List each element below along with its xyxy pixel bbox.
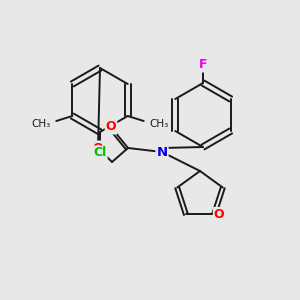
Text: O: O	[214, 208, 224, 221]
Text: F: F	[199, 58, 207, 71]
Text: CH₃: CH₃	[150, 119, 169, 129]
Text: O: O	[93, 142, 103, 154]
Text: Cl: Cl	[93, 146, 106, 160]
Text: CH₃: CH₃	[31, 119, 50, 129]
Text: N: N	[156, 146, 168, 158]
Text: O: O	[106, 121, 116, 134]
